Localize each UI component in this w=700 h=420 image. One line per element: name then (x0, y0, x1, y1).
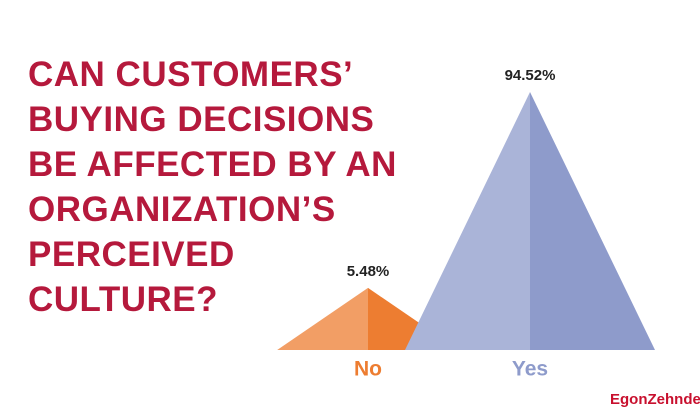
value-label: 94.52% (505, 67, 556, 84)
chart-title: CAN CUSTOMERS’ BUYING DECISIONS BE AFFEC… (28, 55, 397, 319)
pyramid-face-left (405, 92, 530, 350)
category-label: No (354, 358, 382, 381)
category-label: Yes (512, 358, 548, 381)
pyramid-face-right (530, 92, 655, 350)
source-logo: EgonZehnder (610, 391, 700, 408)
pyramid-face-left (277, 287, 368, 350)
value-label: 5.48% (347, 263, 390, 280)
